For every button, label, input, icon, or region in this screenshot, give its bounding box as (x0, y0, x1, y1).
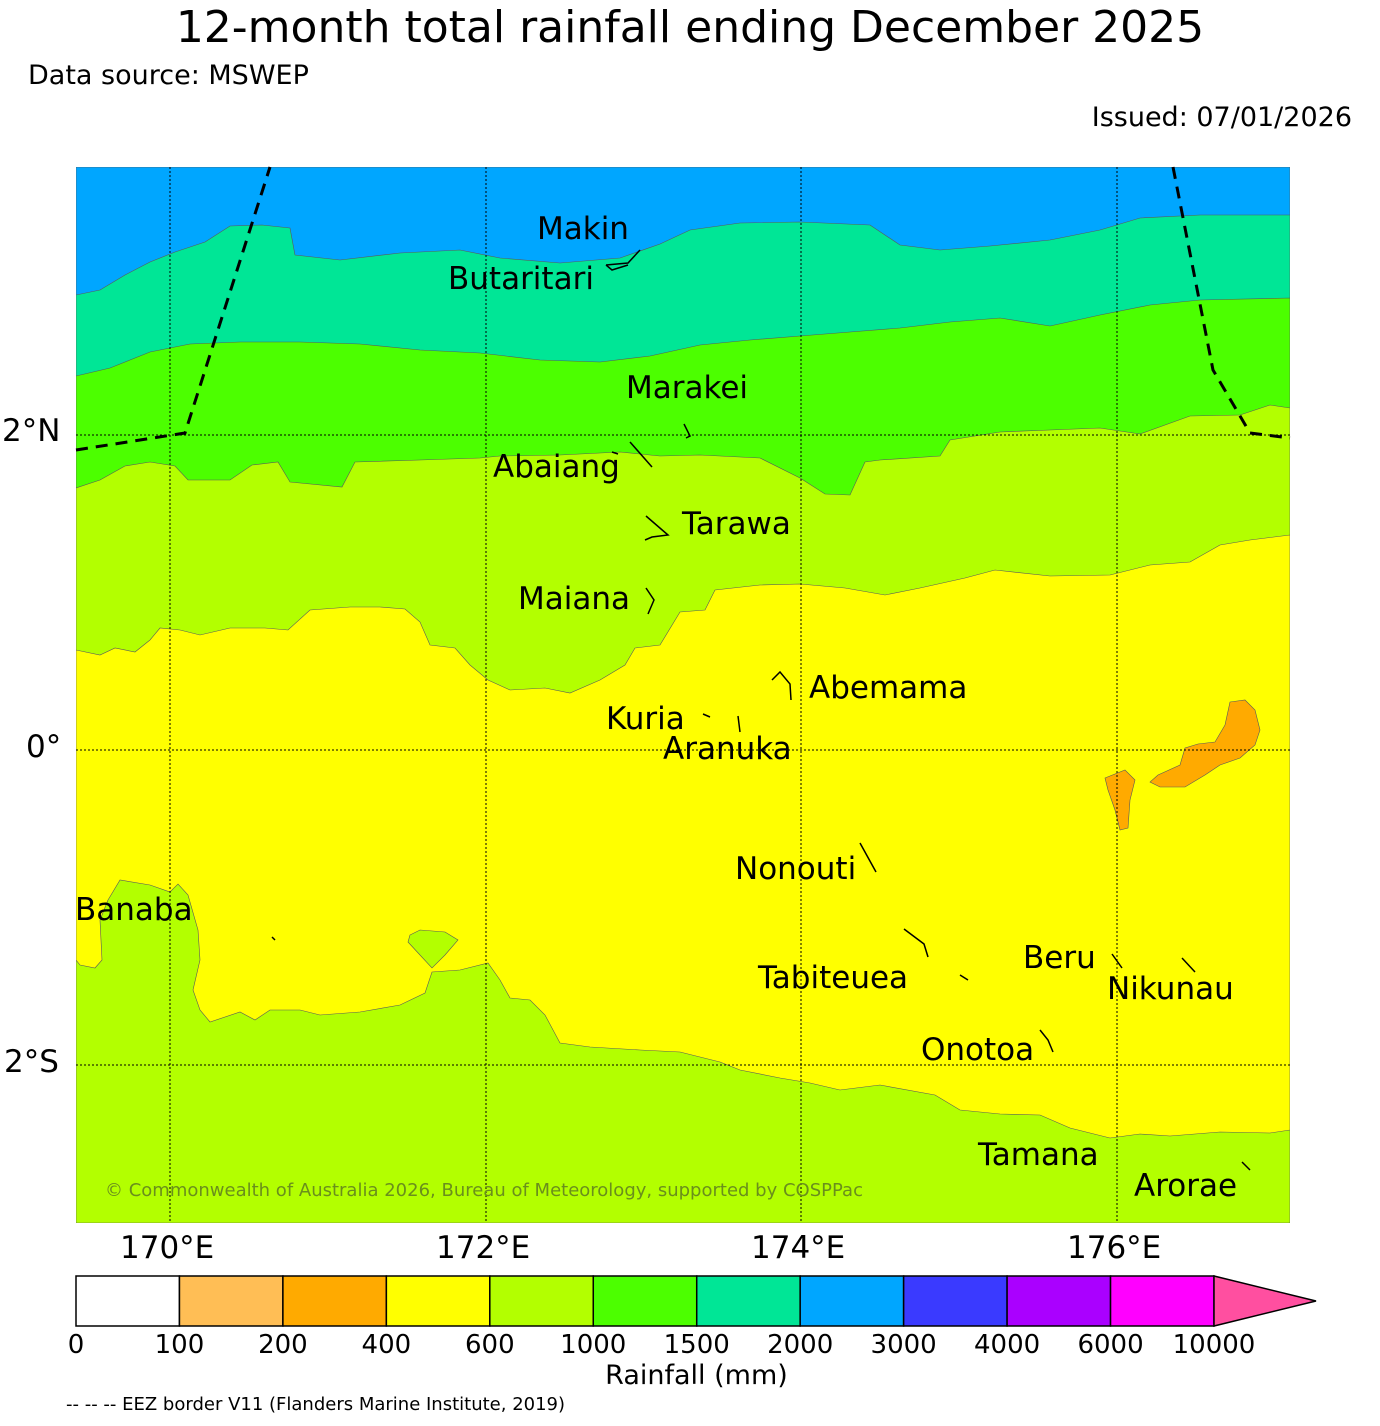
lat-label-equator: 0° (26, 729, 62, 765)
colorbar-box (385, 1275, 491, 1327)
island-label-tabiteuea: Tabiteuea (758, 960, 909, 996)
rainfall-zones (76, 167, 1290, 1223)
zone-400-600 (76, 534, 1290, 1139)
zone-200-400-east (1149, 699, 1261, 788)
island-label-abaiang: Abaiang (493, 449, 620, 485)
island-label-nonouti: Nonouti (735, 851, 857, 887)
lat-label-2s: 2°S (4, 1044, 59, 1080)
island-label-banaba: Banaba (75, 892, 193, 928)
island-label-kuria: Kuria (606, 701, 685, 737)
colorbar-tick-label: 1500 (663, 1330, 730, 1360)
colorbar-tick-label: 400 (361, 1330, 412, 1360)
colorbar-tick-label: 200 (258, 1330, 308, 1360)
graticule (76, 167, 1290, 1223)
island-outlines (271, 249, 1251, 1171)
colorbar (75, 1275, 1317, 1327)
lon-label-176e: 176°E (1067, 1230, 1162, 1266)
island-label-nikunau: Nikunau (1107, 971, 1234, 1007)
colorbar-tick-label: 10000 (1172, 1330, 1256, 1360)
colorbar-box (1006, 1275, 1112, 1327)
colorbar-tick-label: 0 (67, 1330, 85, 1360)
island-label-abemama: Abemama (809, 670, 968, 706)
island-label-beru: Beru (1023, 940, 1096, 976)
map-title: 12-month total rainfall ending December … (175, 2, 1205, 53)
data-source: Data source: MSWEP (28, 60, 309, 91)
lon-label-174e: 174°E (751, 1230, 846, 1266)
eez-border (75, 166, 1291, 452)
colorbar-box (178, 1275, 284, 1327)
island-label-tarawa: Tarawa (682, 506, 791, 542)
lon-label-170e: 170°E (120, 1230, 215, 1266)
island-label-onotoa: Onotoa (921, 1032, 1035, 1068)
lon-label-172e: 172°E (436, 1230, 531, 1266)
copyright-notice: © Commonwealth of Australia 2026, Bureau… (105, 1180, 863, 1201)
colorbar-tick-label: 100 (154, 1330, 205, 1360)
colorbar-tick-label: 6000 (1077, 1330, 1144, 1360)
colorbar-box (489, 1275, 595, 1327)
colorbar-box (1109, 1275, 1215, 1327)
island-label-maiana: Maiana (518, 581, 630, 617)
island-label-arorae: Arorae (1134, 1168, 1238, 1204)
lat-label-2n: 2°N (2, 413, 61, 449)
colorbar-box (902, 1275, 1008, 1327)
island-label-marakei: Marakei (626, 370, 749, 406)
island-label-makin: Makin (537, 211, 629, 247)
colorbar-tick-label: 600 (464, 1330, 515, 1360)
issued-date: Issued: 07/01/2026 (1091, 102, 1352, 133)
colorbar-box (75, 1275, 181, 1327)
colorbar-label: Rainfall (mm) (605, 1360, 788, 1391)
colorbar-box (799, 1275, 905, 1327)
colorbar-boxes (75, 1275, 1215, 1327)
colorbar-tick-label: 3000 (870, 1330, 937, 1360)
colorbar-box (695, 1275, 801, 1327)
colorbar-tick-label: 4000 (973, 1330, 1041, 1360)
island-label-tamana: Tamana (978, 1137, 1099, 1173)
colorbar-tick-label: 1000 (560, 1330, 627, 1360)
colorbar-tick-label: 2000 (767, 1330, 834, 1360)
eez-border-note: -- -- -- EEZ border V11 (Flanders Marine… (66, 1394, 566, 1415)
colorbar-box (282, 1275, 388, 1327)
island-label-butaritari: Butaritari (448, 261, 594, 297)
colorbar-box (592, 1275, 698, 1327)
colorbar-extend-arrow (1213, 1275, 1317, 1327)
zone-200-400-west (1104, 769, 1136, 831)
island-label-aranuka: Aranuka (663, 731, 792, 767)
zone-600-1000-blob (407, 929, 459, 969)
